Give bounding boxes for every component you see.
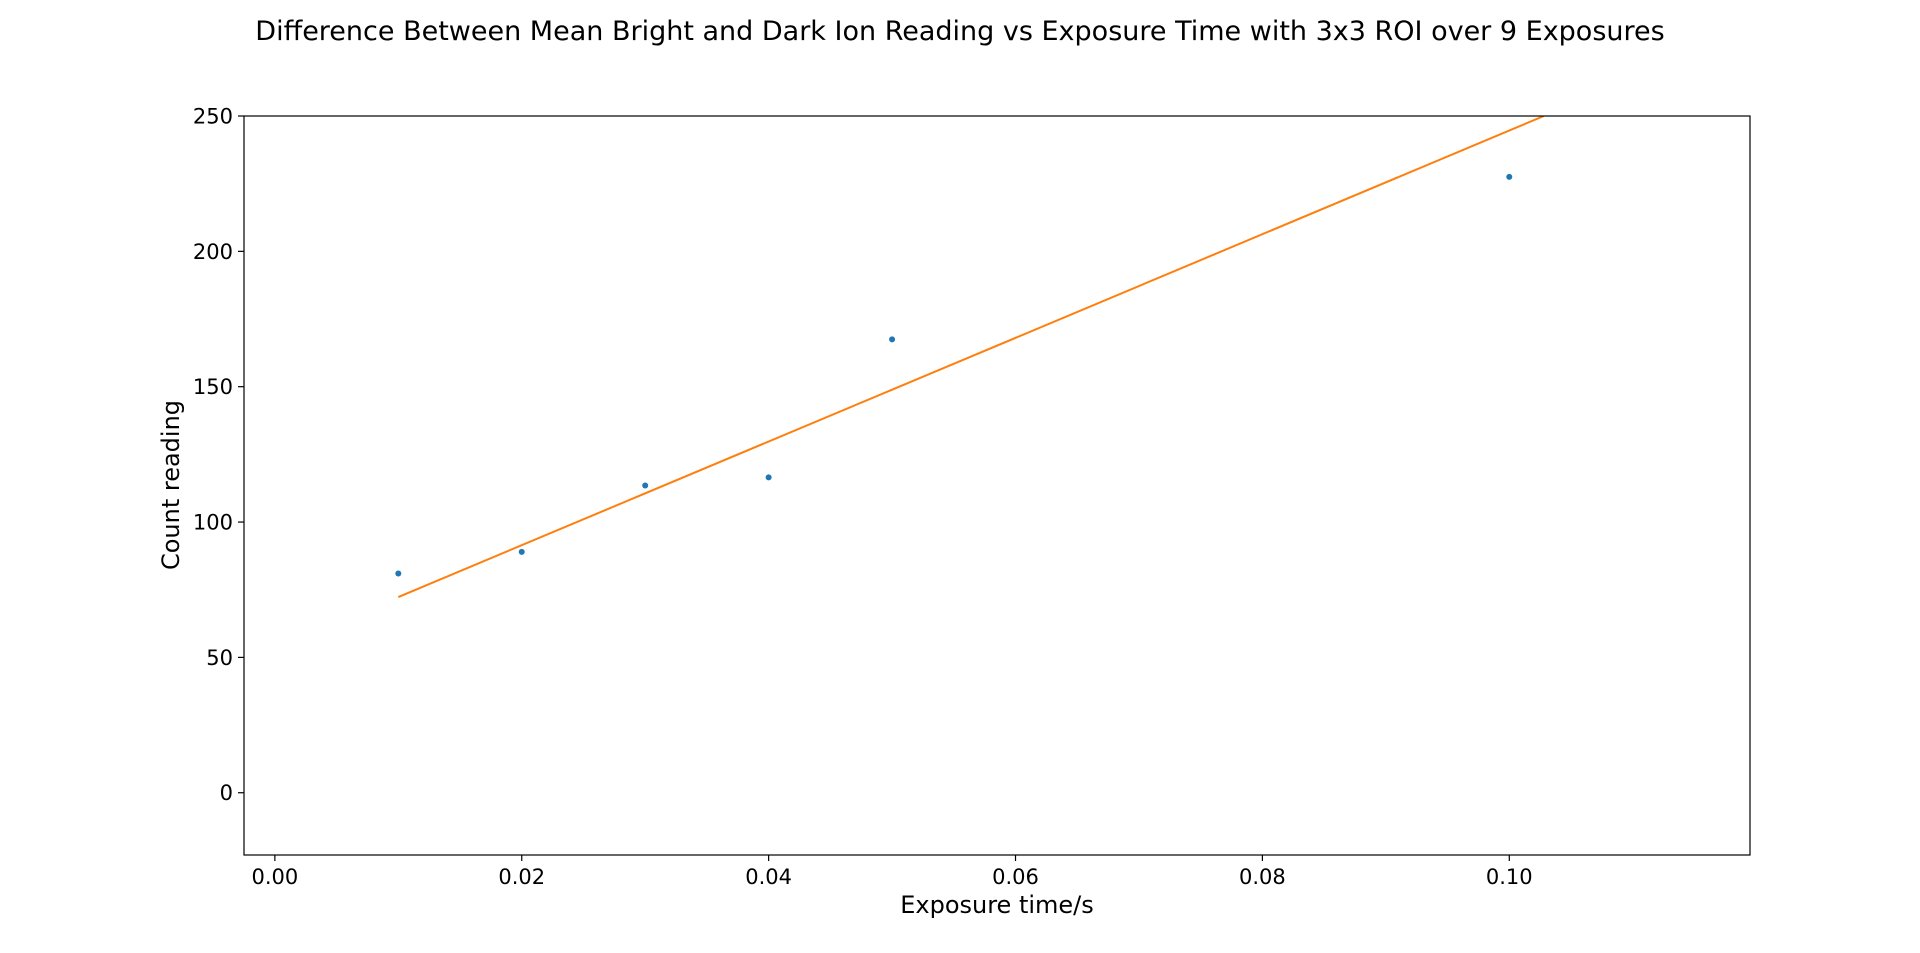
chart-title: Difference Between Mean Bright and Dark … [255,16,1664,47]
x-axis-label: Exposure time/s [900,891,1094,919]
data-point [395,570,402,577]
plot-area [395,116,1545,598]
x-tick-label: 0.10 [1486,865,1533,889]
data-point [765,474,772,481]
plot-frame [243,115,1751,856]
data-point [889,336,896,343]
y-tick-label: 100 [193,511,233,535]
x-tick-label: 0.02 [498,865,545,889]
y-tick-label: 50 [206,646,233,670]
data-point [642,482,649,489]
y-axis-label: Count reading [157,400,185,570]
y-tick-label: 0 [220,781,233,805]
x-tick-label: 0.00 [251,865,298,889]
data-point [1506,173,1513,180]
y-tick-label: 200 [193,240,233,264]
x-tick-label: 0.04 [745,865,792,889]
y-tick-label: 150 [193,375,233,399]
x-axis-ticks: 0.00 0.02 0.04 0.06 0.08 0.10 [251,855,1533,889]
x-tick-label: 0.08 [1239,865,1286,889]
fit-line [397,116,1545,598]
data-point [518,548,525,555]
y-tick-label: 250 [193,105,233,129]
y-axis-ticks: 0 50 100 150 200 250 [193,105,244,805]
x-tick-label: 0.06 [992,865,1039,889]
